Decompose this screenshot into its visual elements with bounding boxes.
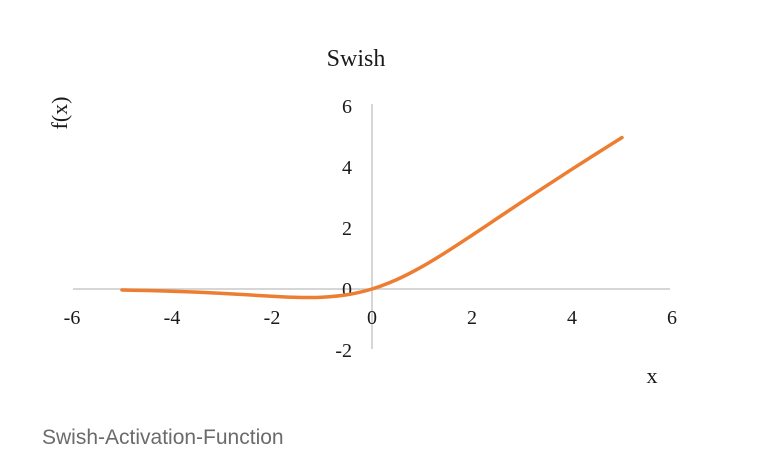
- chart-title: Swish: [327, 46, 386, 72]
- y-tick-label: -2: [335, 340, 352, 362]
- y-tick-label: 0: [342, 279, 352, 301]
- y-tick-label: 2: [342, 218, 352, 240]
- x-tick-label: -2: [264, 307, 281, 329]
- figure-caption: Swish-Activation-Function: [42, 426, 284, 450]
- x-tick-label: 0: [367, 307, 377, 329]
- y-axis-label: f(x): [47, 97, 72, 130]
- y-tick-label: 4: [342, 157, 352, 179]
- x-tick-label: -4: [164, 307, 181, 329]
- x-tick-label: -6: [64, 307, 81, 329]
- x-tick-label: 4: [567, 307, 577, 329]
- x-tick-label: 2: [467, 307, 477, 329]
- x-tick-label: 6: [667, 307, 677, 329]
- x-axis-label: x: [647, 363, 658, 388]
- y-tick-labels: -2 0 2 4 6: [335, 96, 352, 362]
- x-tick-labels: -6 -4 -2 0 2 4 6: [64, 307, 677, 329]
- y-tick-label: 6: [342, 96, 352, 118]
